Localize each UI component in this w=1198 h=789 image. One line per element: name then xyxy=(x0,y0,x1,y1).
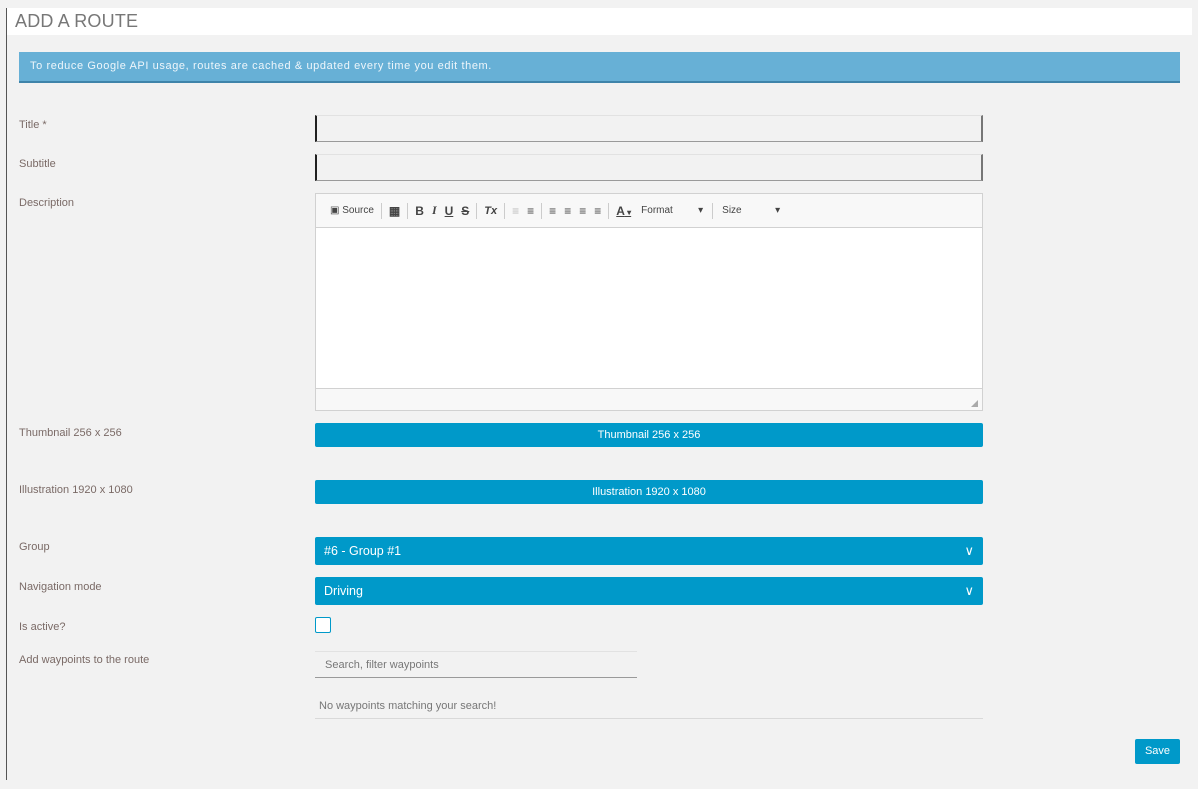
italic-button[interactable]: I xyxy=(431,203,437,217)
page-title: ADD A ROUTE xyxy=(15,11,139,31)
dropdown-arrow-icon: ▾ xyxy=(624,207,632,217)
page-header: ADD A ROUTE xyxy=(7,8,1192,35)
navigation-mode-select[interactable]: Driving ∨ xyxy=(315,577,983,605)
chevron-down-icon: ∨ xyxy=(964,543,974,558)
text-color-label: A xyxy=(616,203,625,218)
group-select[interactable]: #6 - Group #1 ∨ xyxy=(315,537,983,565)
outdent-icon[interactable]: ≡ xyxy=(512,203,520,218)
rich-text-editor: ▣ Source ▦ B I U S Tx ≡ ≡ ≡ ≡ ≡ ≡ A ▾ Fo… xyxy=(315,193,983,411)
image-icon[interactable]: ▦ xyxy=(388,203,401,218)
waypoints-empty-message: No waypoints matching your search! xyxy=(315,695,983,719)
bold-button[interactable]: B xyxy=(415,203,424,218)
thumbnail-upload-button[interactable]: Thumbnail 256 x 256 xyxy=(315,423,983,447)
waypoints-label: Add waypoints to the route xyxy=(19,654,150,666)
align-center-icon[interactable]: ≡ xyxy=(564,203,572,218)
group-value: #6 - Group #1 xyxy=(324,544,402,558)
subtitle-input[interactable] xyxy=(315,154,983,181)
editor-statusbar xyxy=(316,388,982,410)
format-combo[interactable]: Format ▾ xyxy=(635,205,709,216)
underline-button[interactable]: U xyxy=(444,203,454,218)
source-label: Source xyxy=(342,205,374,216)
remove-format-button[interactable]: Tx xyxy=(484,204,498,217)
info-alert: To reduce Google API usage, routes are c… xyxy=(19,52,1180,83)
description-label: Description xyxy=(19,197,75,209)
separator xyxy=(712,202,714,219)
separator xyxy=(541,202,543,219)
separator xyxy=(504,202,506,219)
is-active-label: Is active? xyxy=(19,621,66,633)
navigation-mode-value: Driving xyxy=(324,584,363,598)
indent-icon[interactable]: ≡ xyxy=(527,203,535,218)
is-active-checkbox[interactable] xyxy=(315,617,331,633)
strikethrough-button[interactable]: S xyxy=(461,203,470,218)
dropdown-arrow-icon: ▾ xyxy=(775,205,781,216)
subtitle-label: Subtitle xyxy=(19,158,56,170)
illustration-label: Illustration 1920 x 1080 xyxy=(19,484,133,496)
text-color-button[interactable]: A ▾ xyxy=(612,204,635,218)
group-label: Group xyxy=(19,541,50,553)
title-label: Title * xyxy=(19,119,47,131)
size-label: Size xyxy=(722,205,742,216)
illustration-upload-button[interactable]: Illustration 1920 x 1080 xyxy=(315,480,983,504)
navigation-mode-label: Navigation mode xyxy=(19,581,102,593)
title-input[interactable] xyxy=(315,115,983,142)
separator xyxy=(380,202,382,219)
left-border xyxy=(6,8,7,780)
source-icon: ▣ xyxy=(330,205,340,216)
resize-handle-icon[interactable] xyxy=(971,400,978,407)
thumbnail-label: Thumbnail 256 x 256 xyxy=(19,427,122,439)
separator xyxy=(476,202,478,219)
size-combo[interactable]: Size ▾ xyxy=(716,205,786,216)
editor-toolbar: ▣ Source ▦ B I U S Tx ≡ ≡ ≡ ≡ ≡ ≡ A ▾ Fo… xyxy=(316,194,982,228)
source-button[interactable]: ▣ Source xyxy=(326,205,378,216)
editor-content[interactable] xyxy=(316,228,982,388)
separator xyxy=(407,202,409,219)
format-label: Format xyxy=(641,205,673,216)
save-button[interactable]: Save xyxy=(1135,739,1180,764)
dropdown-arrow-icon: ▾ xyxy=(698,205,704,216)
separator xyxy=(608,202,610,219)
justify-icon[interactable]: ≡ xyxy=(594,203,602,218)
chevron-down-icon: ∨ xyxy=(964,583,974,598)
align-left-icon[interactable]: ≡ xyxy=(549,203,557,218)
waypoints-search-input[interactable] xyxy=(315,651,637,678)
align-right-icon[interactable]: ≡ xyxy=(579,203,587,218)
